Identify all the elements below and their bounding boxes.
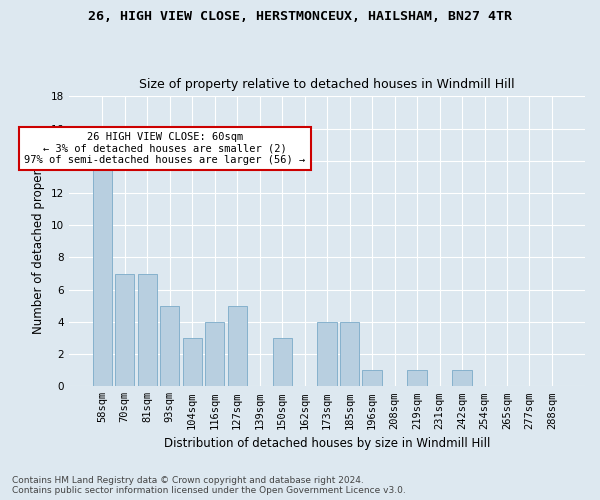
X-axis label: Distribution of detached houses by size in Windmill Hill: Distribution of detached houses by size … [164, 437, 490, 450]
Y-axis label: Number of detached properties: Number of detached properties [32, 148, 46, 334]
Text: 26 HIGH VIEW CLOSE: 60sqm
← 3% of detached houses are smaller (2)
97% of semi-de: 26 HIGH VIEW CLOSE: 60sqm ← 3% of detach… [25, 132, 306, 165]
Bar [160, 306, 179, 386]
Bar [205, 322, 224, 386]
Title: Size of property relative to detached houses in Windmill Hill: Size of property relative to detached ho… [139, 78, 515, 91]
Bar [317, 322, 337, 386]
Bar [407, 370, 427, 386]
Bar [115, 274, 134, 386]
Bar [137, 274, 157, 386]
Bar [340, 322, 359, 386]
Bar [227, 306, 247, 386]
Bar [362, 370, 382, 386]
Bar [272, 338, 292, 386]
Bar [92, 161, 112, 386]
Text: Contains HM Land Registry data © Crown copyright and database right 2024.
Contai: Contains HM Land Registry data © Crown c… [12, 476, 406, 495]
Bar [452, 370, 472, 386]
Bar [182, 338, 202, 386]
Text: 26, HIGH VIEW CLOSE, HERSTMONCEUX, HAILSHAM, BN27 4TR: 26, HIGH VIEW CLOSE, HERSTMONCEUX, HAILS… [88, 10, 512, 23]
